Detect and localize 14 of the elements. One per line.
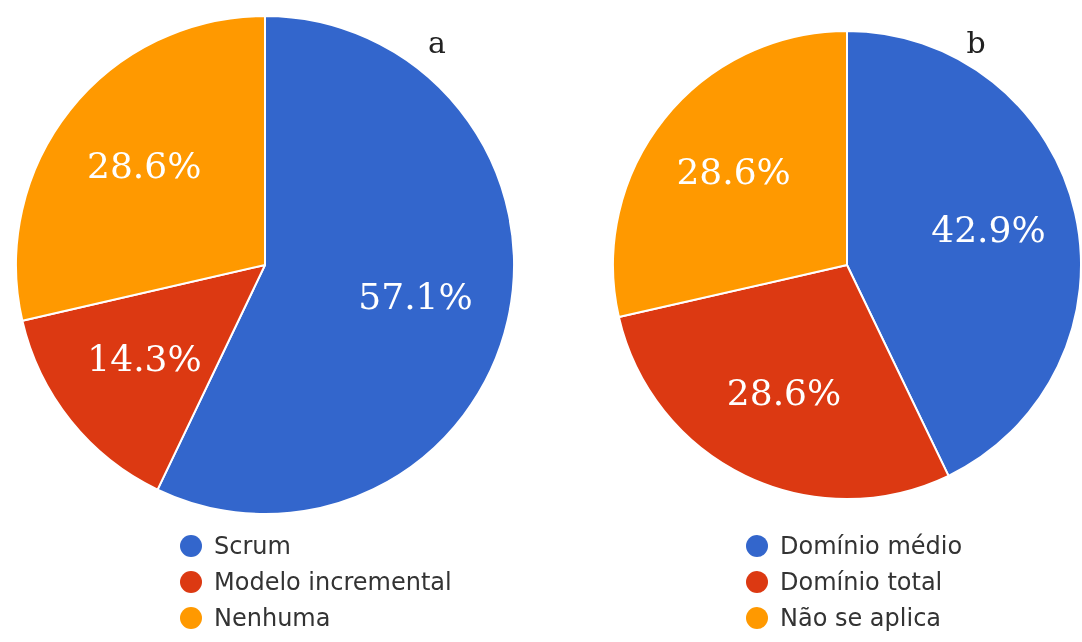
legend-label: Modelo incremental (214, 567, 452, 598)
data-label: 57.1% (358, 275, 473, 317)
data-label: 28.6% (676, 150, 791, 192)
data-label: 28.6% (726, 372, 842, 414)
chart-title: b (966, 24, 986, 60)
legend-label: Nenhuma (214, 603, 331, 634)
legend-label: Domínio médio (780, 531, 963, 562)
legend-label: Domínio total (780, 567, 943, 598)
data-label: 42.9% (931, 209, 1046, 251)
chart-title: a (428, 24, 447, 60)
data-label: 28.6% (87, 145, 202, 187)
legend-label: Scrum (214, 531, 291, 562)
legend-label: Não se aplica (780, 603, 942, 634)
data-label: 14.3% (87, 337, 202, 379)
